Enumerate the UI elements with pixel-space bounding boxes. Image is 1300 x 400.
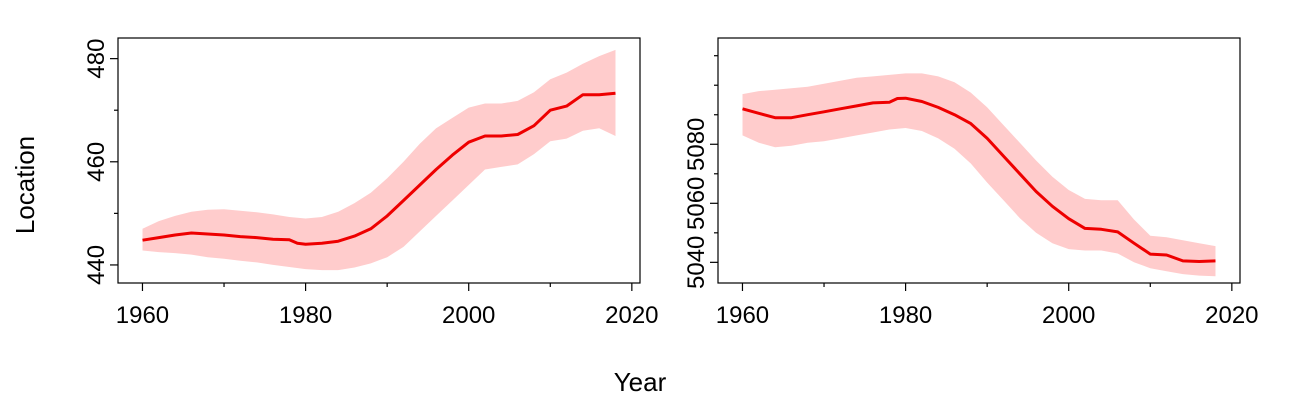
x-tick-label: 2020 bbox=[1205, 302, 1258, 329]
mean-line bbox=[142, 91, 616, 246]
confidence-band bbox=[742, 73, 1216, 277]
y-tick-label: 5040 bbox=[683, 236, 710, 289]
y-axis-title: Location bbox=[10, 136, 40, 234]
x-axis-title: Year bbox=[614, 367, 667, 397]
left-panel: 1960 1980 2000 2020 440 460 480 bbox=[83, 37, 659, 329]
y-tick-label: 5060 bbox=[683, 177, 710, 230]
y-tick-label: 460 bbox=[83, 142, 110, 182]
x-tick-label: 1960 bbox=[716, 302, 769, 329]
mean-line bbox=[742, 96, 1216, 263]
y-tick-label: 5080 bbox=[683, 118, 710, 171]
y-tick-label: 480 bbox=[83, 39, 110, 79]
x-tick-label: 2000 bbox=[1042, 302, 1095, 329]
right-panel: 1960 1980 2000 2020 5040 5060 5080 bbox=[683, 37, 1259, 329]
y-tick-label: 440 bbox=[83, 245, 110, 285]
x-tick-label: 1980 bbox=[879, 302, 932, 329]
x-tick-label: 1980 bbox=[279, 302, 332, 329]
plot-frame bbox=[117, 37, 641, 284]
x-tick-label: 2020 bbox=[605, 302, 658, 329]
x-tick-label: 2000 bbox=[442, 302, 495, 329]
plot-frame bbox=[717, 37, 1241, 284]
x-tick-label: 1960 bbox=[116, 302, 169, 329]
confidence-band bbox=[142, 49, 616, 271]
